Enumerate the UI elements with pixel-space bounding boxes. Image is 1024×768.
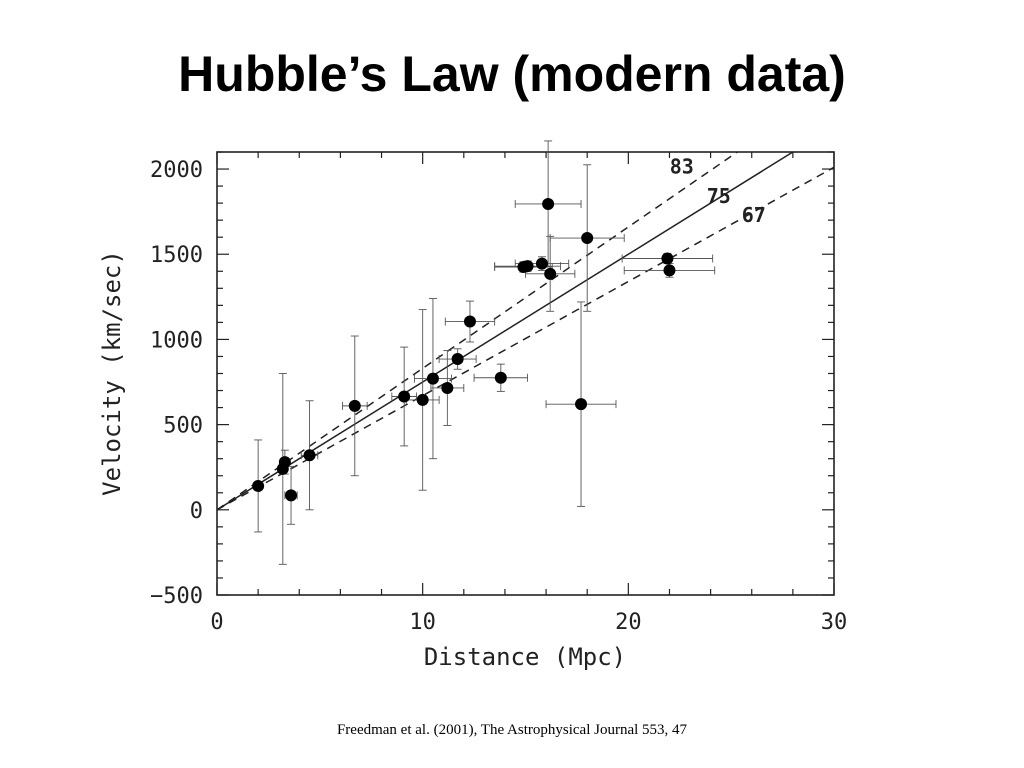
- data-point: [581, 232, 594, 245]
- data-point: [575, 398, 588, 411]
- y-axis-label: Velocity (km/sec): [98, 250, 126, 496]
- data-point: [252, 479, 265, 492]
- chart-svg: 83 75 67 0 10 20 30 −500 0 500 1000 1500 2000 Dista…: [98, 140, 847, 671]
- data-point: [463, 315, 476, 328]
- data-point: [494, 371, 507, 384]
- source-caption: Freedman et al. (2001), The Astrophysica…: [336, 722, 688, 738]
- fit-line-label-83: 83: [670, 154, 694, 178]
- data-point: [661, 252, 674, 265]
- data-point: [398, 390, 411, 403]
- data-point: [303, 449, 316, 462]
- plot-frame: [216, 151, 835, 596]
- x-axis-label: Distance (Mpc): [424, 643, 626, 671]
- data-point: [542, 197, 555, 210]
- data-point: [348, 399, 361, 412]
- data-point: [416, 393, 429, 406]
- tick-labels: 0 10 20 30 −500 0 500 1000 1500 2000: [150, 158, 847, 635]
- fit-lines: 83 75 67: [216, 151, 835, 511]
- fit-line-83: [216, 151, 738, 511]
- y-tick-label: −500: [150, 584, 203, 609]
- x-tick-label: 0: [210, 610, 223, 635]
- data-point: [285, 489, 298, 502]
- y-tick-label: 500: [163, 414, 203, 439]
- y-tick-label: 1000: [150, 328, 203, 353]
- y-tick-label: 0: [190, 499, 203, 524]
- x-tick-label: 20: [615, 610, 642, 635]
- data-point: [521, 260, 534, 273]
- x-tick-label: 10: [409, 610, 436, 635]
- data-point: [278, 456, 291, 469]
- fit-line-67: [216, 166, 835, 511]
- data-point: [544, 267, 557, 280]
- minor-ticks: [216, 151, 835, 596]
- slide-title: Hubble’s Law (modern data): [178, 46, 846, 102]
- data-point: [441, 381, 454, 394]
- fit-line-label-75: 75: [707, 184, 731, 208]
- hubble-chart: 83 75 67 0 10 20 30 −500 0 500 1000 1500 2000 Dista…: [80, 135, 860, 680]
- data-point: [426, 372, 439, 385]
- fit-line-label-67: 67: [742, 203, 766, 227]
- data-point: [663, 264, 676, 277]
- x-tick-label: 30: [821, 610, 848, 635]
- data-point: [451, 353, 464, 366]
- data-point: [535, 257, 548, 270]
- fit-line-75: [216, 151, 794, 511]
- data-points: [252, 197, 676, 502]
- y-tick-label: 1500: [150, 243, 203, 268]
- y-tick-label: 2000: [150, 158, 203, 183]
